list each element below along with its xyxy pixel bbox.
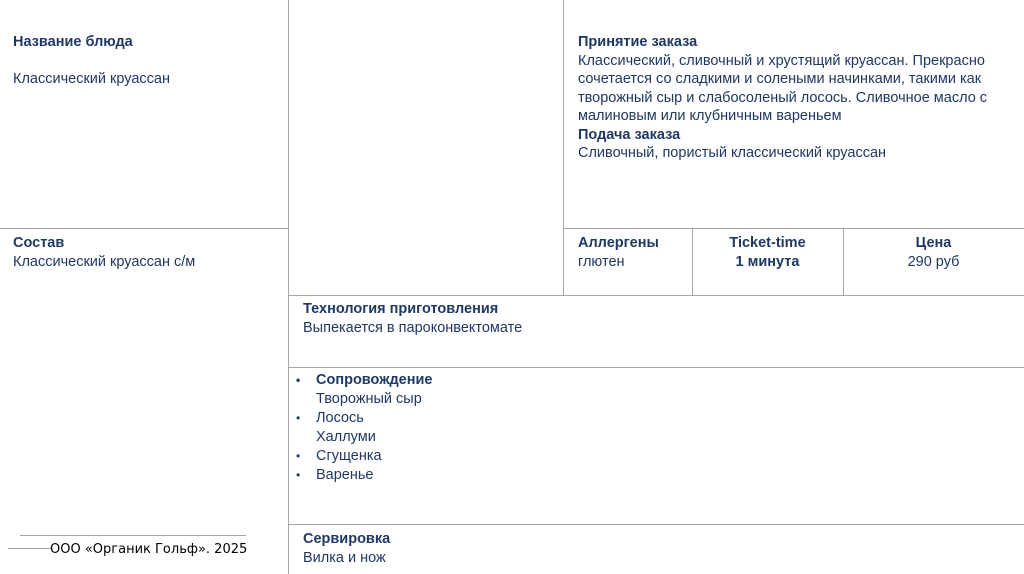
serving-section: Сервировка Вилка и нож: [303, 530, 390, 567]
list-item: Сгущенка: [288, 447, 432, 466]
list-item: Творожный сыр: [316, 391, 422, 407]
ticket-section: Ticket-time 1 минута: [692, 234, 843, 271]
dish-value: Классический круассан: [13, 70, 170, 87]
serve-label: Подача заказа: [578, 126, 681, 143]
divider: [8, 548, 53, 549]
order-label: Принятие заказа: [578, 34, 698, 50]
footer-copyright: ООО «Органик Гольф». 2025: [50, 542, 248, 557]
composition-value: Классический круассан с/м: [13, 253, 196, 270]
serving-label: Сервировка: [303, 531, 391, 547]
dish-label: Название блюда: [13, 34, 133, 50]
tech-label: Технология приготовления: [303, 301, 499, 317]
price-value: 290 руб: [907, 253, 960, 270]
divider: [20, 535, 246, 536]
allergens-label: Аллергены: [578, 235, 659, 251]
list-item: Варенье: [288, 466, 432, 485]
tech-section: Технология приготовления Выпекается в па…: [303, 300, 522, 337]
tech-value: Выпекается в пароконвектомате: [303, 319, 523, 336]
divider: [288, 0, 289, 574]
serve-value: Сливочный, пористый классический круасса…: [578, 145, 887, 161]
allergens-value: глютен: [578, 253, 625, 270]
dish-section: Название блюда Классический круассан: [13, 33, 170, 88]
composition-section: Состав Классический круассан с/м: [13, 234, 195, 271]
order-section: Принятие заказа Классический, сливочный …: [578, 33, 1023, 163]
composition-label: Состав: [13, 235, 65, 251]
divider: [692, 228, 693, 295]
divider: [843, 228, 844, 295]
divider: [288, 295, 1024, 296]
ticket-label: Ticket-time: [729, 235, 806, 251]
divider: [563, 228, 1024, 229]
list-item: Лосось: [288, 409, 432, 428]
divider: [563, 0, 564, 295]
divider: [288, 524, 1024, 525]
list-item: Халлуми: [316, 429, 376, 445]
order-value: Классический, сливочный и хрустящий круа…: [578, 52, 988, 125]
serving-value: Вилка и нож: [303, 549, 386, 566]
price-label: Цена: [915, 235, 952, 251]
divider: [0, 228, 288, 229]
list-item: Сопровождение: [288, 371, 432, 390]
ticket-value: 1 минута: [735, 253, 800, 270]
allergens-section: Аллергены глютен: [578, 234, 659, 271]
divider: [288, 367, 1024, 368]
price-section: Цена 290 руб: [843, 234, 1024, 271]
